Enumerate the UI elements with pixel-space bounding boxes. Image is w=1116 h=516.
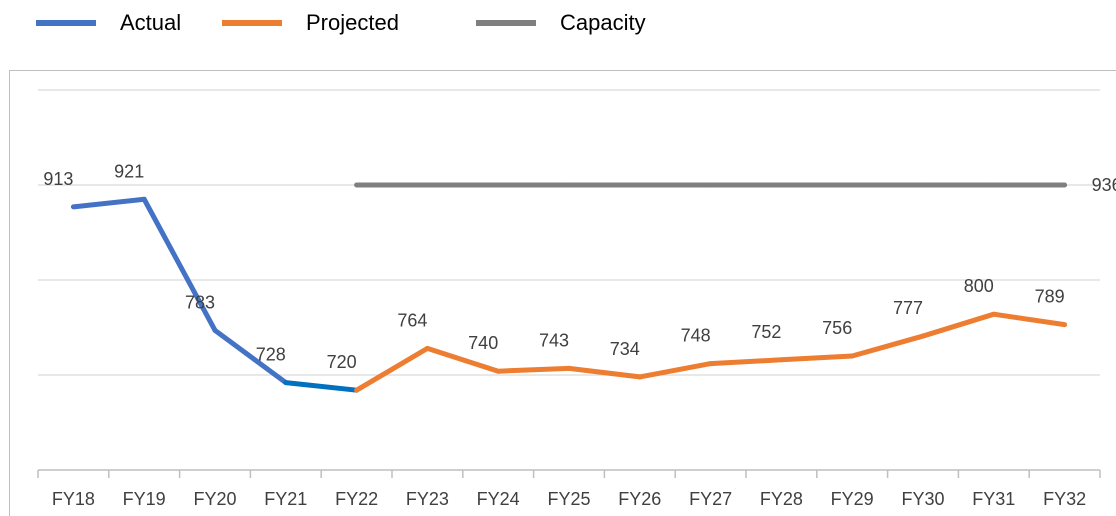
data-label-fy20: 783	[185, 292, 215, 312]
series-actual-segment-2	[141, 196, 218, 333]
x-tick-label-fy25: FY25	[547, 489, 590, 509]
data-label-fy32: 789	[1035, 287, 1065, 307]
series-projected-segment-5	[637, 361, 714, 380]
x-tick-label-fy27: FY27	[689, 489, 732, 509]
series-projected-segment-9	[920, 311, 997, 339]
series-actual-segment-4	[283, 380, 360, 393]
data-label-capacity: 936	[1092, 175, 1116, 195]
legend-swatch-capacity	[476, 20, 536, 26]
legend-swatch-projected	[222, 20, 282, 26]
series-actual-segment-1	[70, 196, 147, 210]
series-projected-segment-2	[424, 345, 501, 374]
chart-legend: Actual Projected Capacity	[0, 0, 1116, 48]
x-tick-label-fy22: FY22	[335, 489, 378, 509]
legend-label-projected: Projected	[306, 10, 399, 35]
data-label-fy21: 728	[256, 345, 286, 365]
data-label-fy28: 752	[751, 322, 781, 342]
series-projected-segment-10	[991, 311, 1068, 328]
data-label-fy24: 740	[468, 333, 498, 353]
legend-item-projected: Projected	[222, 8, 399, 38]
chart-frame	[9, 70, 1116, 516]
legend-label-capacity: Capacity	[560, 10, 646, 35]
x-tick-label-fy23: FY23	[406, 489, 449, 509]
x-tick-label-fy18: FY18	[52, 489, 95, 509]
x-tick-label-fy19: FY19	[123, 489, 166, 509]
x-tick-label-fy32: FY32	[1043, 489, 1086, 509]
data-label-fy30: 777	[893, 298, 923, 318]
data-label-fy31: 800	[964, 276, 994, 296]
data-label-fy29: 756	[822, 318, 852, 338]
legend-label-actual: Actual	[120, 10, 182, 35]
data-label-fy22: 720	[327, 352, 357, 372]
series-projected-segment-8	[849, 333, 926, 359]
series-projected-segment-6	[708, 357, 784, 367]
series-projected-segment-3	[495, 365, 572, 374]
series-projected-segment-4	[566, 365, 643, 380]
data-label-fy19: 921	[114, 161, 144, 181]
x-tick-label-fy30: FY30	[901, 489, 944, 509]
x-tick-label-fy24: FY24	[477, 489, 520, 509]
legend-item-actual: Actual	[36, 8, 181, 38]
legend-item-capacity: Capacity	[476, 8, 646, 38]
series-actual-segment-3	[212, 327, 289, 386]
x-tick-label-fy26: FY26	[618, 489, 661, 509]
x-tick-label-fy20: FY20	[193, 489, 236, 509]
data-label-fy25: 743	[539, 330, 569, 350]
data-label-fy26: 734	[610, 339, 640, 359]
data-label-fy27: 748	[681, 326, 711, 346]
x-tick-label-fy28: FY28	[760, 489, 803, 509]
data-label-fy18: 913	[43, 169, 73, 189]
series-projected-segment-1	[354, 345, 430, 393]
x-tick-label-fy29: FY29	[831, 489, 874, 509]
legend-swatch-actual	[36, 20, 96, 26]
series-projected-segment-7	[778, 353, 855, 363]
data-label-fy23: 764	[397, 310, 427, 330]
x-tick-label-fy31: FY31	[972, 489, 1015, 509]
x-tick-label-fy21: FY21	[264, 489, 307, 509]
